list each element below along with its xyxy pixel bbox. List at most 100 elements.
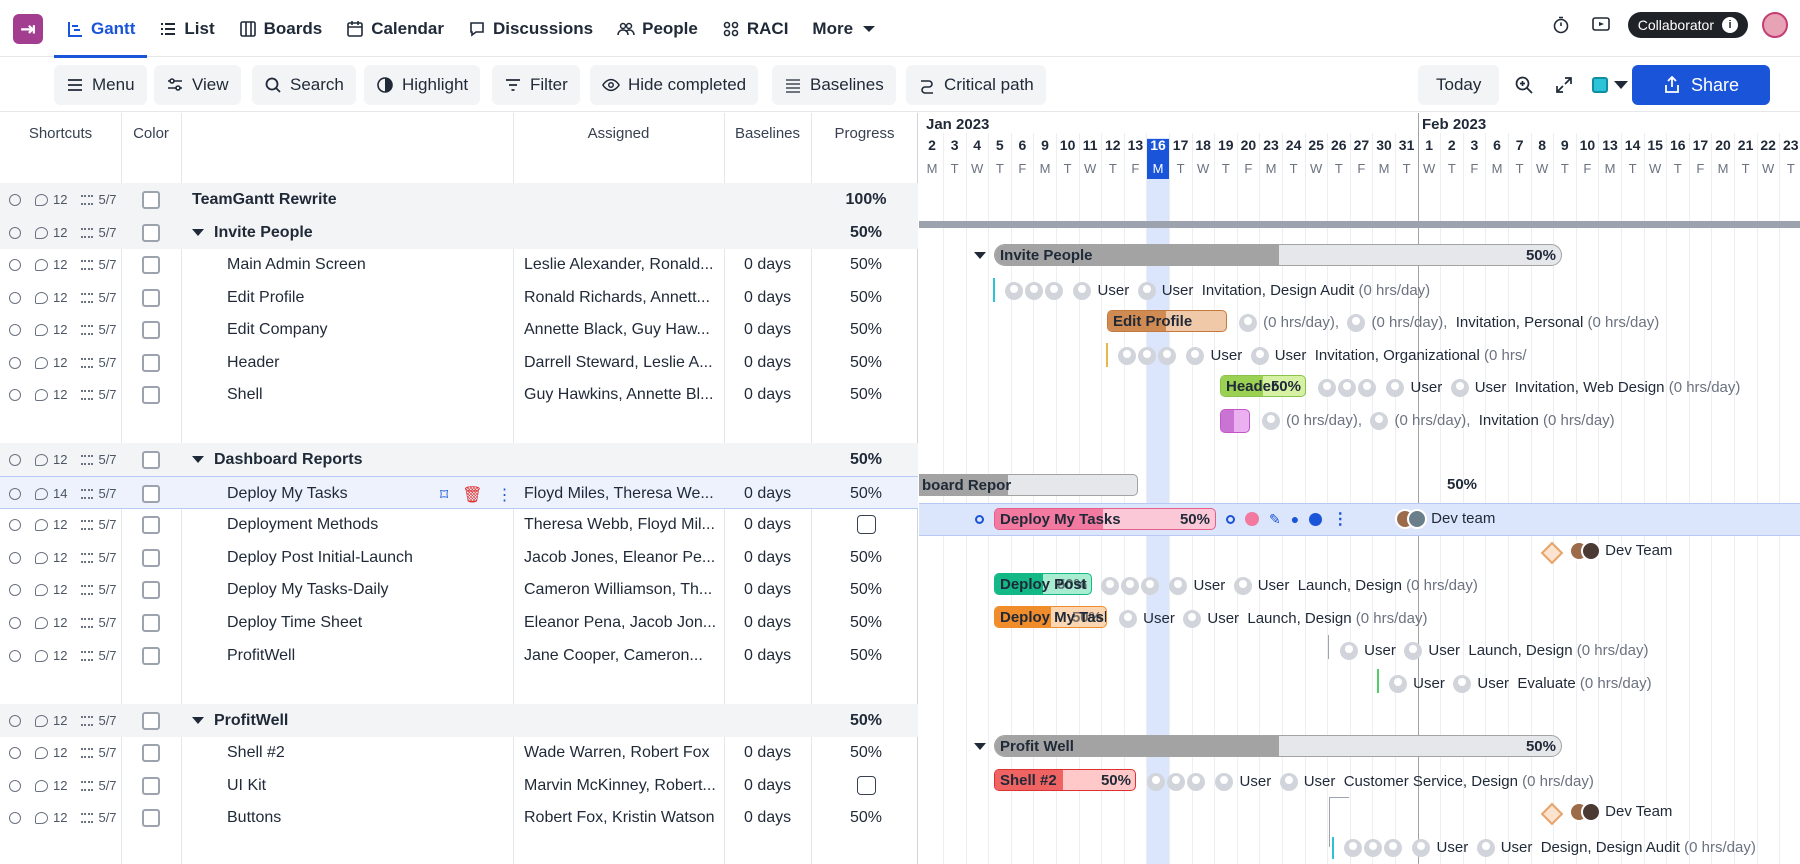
daily-bar[interactable]: Deploy My Task 50% (994, 606, 1107, 628)
today-button[interactable]: Today (1418, 65, 1500, 105)
task-row[interactable]: 12 5/7 Invite People 50% (0, 216, 918, 249)
more-vertical-icon[interactable]: ⋮ (1332, 511, 1349, 528)
comment-icon[interactable] (35, 811, 48, 824)
comment-icon[interactable] (35, 551, 48, 564)
task-name[interactable]: Deploy My Tasks-Daily (227, 581, 389, 598)
subtasks-icon[interactable] (81, 454, 94, 465)
color-checkbox[interactable] (142, 191, 160, 209)
task-name[interactable]: Deploy Time Sheet (227, 614, 363, 631)
shell-bar[interactable] (1220, 409, 1250, 433)
post-launch-bar[interactable]: Deploy Post I 50% (994, 573, 1092, 595)
comment-icon[interactable] (35, 583, 48, 596)
color-checkbox[interactable] (142, 516, 160, 534)
color-checkbox[interactable] (142, 451, 160, 469)
task-row[interactable]: 14 5/7 Deploy My Tasks Floyd Miles, Theresa… (0, 476, 918, 509)
more-vertical-icon[interactable]: ⋮ (496, 487, 513, 504)
row-shortcuts[interactable]: 12 5/7 (9, 346, 117, 379)
task-name[interactable]: Main Admin Screen (227, 256, 366, 273)
progress-cell[interactable]: 50% (849, 386, 883, 403)
dependency-icon[interactable] (1226, 514, 1235, 524)
clock-icon[interactable] (9, 291, 21, 304)
assigned-cell[interactable]: Darrell Steward, Leslie A... (524, 354, 713, 371)
assigned-cell[interactable]: Marvin McKinney, Robert... (524, 777, 716, 794)
progress-cell[interactable]: 50% (849, 451, 883, 468)
color-checkbox[interactable] (142, 549, 160, 567)
assigned-cell[interactable]: Eleanor Pena, Jacob Jon... (524, 614, 717, 631)
group-name[interactable]: Invite People (192, 216, 313, 249)
comment-icon[interactable] (35, 226, 48, 239)
group-name[interactable]: Dashboard Reports (192, 443, 362, 476)
subtasks-icon[interactable] (81, 259, 94, 270)
header-bar[interactable]: Header 50% (1220, 375, 1306, 397)
clock-icon[interactable] (9, 616, 21, 629)
comment-icon[interactable] (35, 649, 48, 662)
subtasks-icon[interactable] (81, 488, 94, 499)
view-button[interactable]: View (154, 65, 241, 105)
shell2-bar[interactable]: Shell #2 50% (994, 769, 1136, 791)
role-badge[interactable]: Collaborator i (1627, 12, 1748, 38)
task-name[interactable]: Deploy My Tasks (227, 485, 348, 502)
task-row[interactable]: 12 5/7 Buttons Robert Fox, Kristin Watson 0 … (0, 801, 918, 834)
assigned-cell[interactable]: Robert Fox, Kristin Watson (524, 809, 715, 826)
row-shortcuts[interactable]: 12 5/7 (9, 216, 117, 249)
assigned-cell[interactable]: Jane Cooper, Cameron... (524, 647, 703, 664)
hide-completed-button[interactable]: Hide completed (590, 65, 759, 105)
trash-icon[interactable]: 🗑 (462, 487, 483, 504)
tab-list[interactable]: List (147, 0, 226, 57)
row-shortcuts[interactable]: 12 5/7 (9, 736, 117, 769)
clock-icon[interactable] (9, 583, 21, 596)
task-row[interactable]: 12 5/7 Deploy Time Sheet Eleanor Pena, Jaco… (0, 606, 918, 639)
tab-more[interactable]: More (800, 0, 890, 57)
caret-down-icon[interactable] (192, 229, 204, 237)
pencil-icon[interactable]: ✎ (1269, 510, 1281, 527)
assigned-cell[interactable]: Jacob Jones, Eleanor Pe... (524, 549, 716, 566)
bookmark-icon[interactable]: ⌑ (440, 487, 449, 504)
row-shortcuts[interactable]: 12 5/7 (9, 378, 117, 411)
task-name[interactable]: Edit Profile (227, 289, 305, 306)
comment-icon[interactable] (35, 258, 48, 271)
clock-icon[interactable] (9, 779, 21, 792)
ui-kit-milestone[interactable] (1540, 802, 1564, 826)
row-shortcuts[interactable]: 12 5/7 (9, 443, 117, 476)
comment-icon[interactable] (35, 356, 48, 369)
comment-icon[interactable] (35, 388, 48, 401)
color-dot-icon[interactable] (1245, 512, 1259, 526)
video-icon[interactable] (1588, 12, 1614, 38)
row-shortcuts[interactable]: 12 5/7 (9, 769, 117, 802)
progress-cell[interactable]: 50% (849, 354, 883, 371)
progress-cell[interactable]: 50% (849, 549, 883, 566)
clock-icon[interactable] (9, 226, 21, 239)
menu-button[interactable]: Menu (54, 65, 147, 105)
collapse-sidebar-icon[interactable]: ⇥ (13, 14, 43, 44)
task-name[interactable]: Deployment Methods (227, 516, 379, 533)
comment-icon[interactable] (35, 616, 48, 629)
timer-icon[interactable] (1548, 12, 1574, 38)
assigned-cell[interactable]: Cameron Williamson, Th... (524, 581, 713, 598)
tab-gantt[interactable]: Gantt (54, 0, 148, 58)
subtasks-icon[interactable] (81, 292, 94, 303)
subtasks-icon[interactable] (81, 812, 94, 823)
task-row[interactable]: 12 5/7 Shell #2 Wade Warren, Robert Fox 0 da… (0, 736, 918, 769)
tab-calendar[interactable]: Calendar (334, 0, 456, 57)
clock-icon[interactable] (9, 649, 21, 662)
collapse-profitwell-icon[interactable] (974, 743, 986, 750)
clock-icon[interactable] (9, 714, 21, 727)
row-shortcuts[interactable]: 12 5/7 (9, 183, 117, 216)
clock-icon[interactable] (9, 193, 21, 206)
color-checkbox[interactable] (142, 581, 160, 599)
task-row[interactable]: 12 5/7 Dashboard Reports 50% (0, 443, 918, 476)
progress-cell[interactable]: 50% (849, 647, 883, 664)
row-shortcuts[interactable]: 12 5/7 (9, 248, 117, 281)
row-shortcuts[interactable]: 12 5/7 (9, 573, 117, 606)
subtasks-icon[interactable] (81, 227, 94, 238)
progress-cell[interactable]: 50% (849, 256, 883, 273)
task-name[interactable]: TeamGantt Rewrite (192, 191, 337, 208)
task-row[interactable]: 12 5/7 Main Admin Screen Leslie Alexander, … (0, 248, 918, 281)
assigned-cell[interactable]: Wade Warren, Robert Fox (524, 744, 710, 761)
critical-path-button[interactable]: Critical path (906, 65, 1046, 105)
color-checkbox[interactable] (142, 614, 160, 632)
color-checkbox[interactable] (142, 386, 160, 404)
color-checkbox[interactable] (142, 354, 160, 372)
complete-checkbox[interactable] (857, 515, 876, 534)
task-name[interactable]: Header (227, 354, 280, 371)
